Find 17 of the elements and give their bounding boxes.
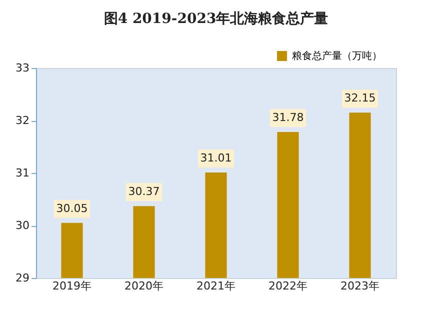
chart-title: 图4 2019-2023年北海粮食总产量 xyxy=(104,10,328,27)
x-tick-label: 2023年 xyxy=(340,280,380,292)
y-tick-label: 29 xyxy=(16,272,30,284)
x-tick-label: 2022年 xyxy=(268,280,308,292)
y-tick-label: 32 xyxy=(16,114,30,127)
data-label: 31.01 xyxy=(200,151,232,164)
data-label: 30.37 xyxy=(128,185,160,198)
legend-label: 粮食总产量（万吨） xyxy=(292,50,382,62)
data-label: 31.78 xyxy=(272,111,304,124)
data-label: 32.15 xyxy=(344,92,376,105)
x-tick-label: 2020年 xyxy=(124,280,164,292)
x-tick-label: 2019年 xyxy=(52,280,92,292)
y-tick-label: 33 xyxy=(16,62,30,74)
x-tick-label: 2021年 xyxy=(196,280,236,292)
y-tick-label: 30 xyxy=(16,219,30,232)
data-label: 30.05 xyxy=(56,202,88,215)
y-tick-label: 31 xyxy=(16,166,30,180)
